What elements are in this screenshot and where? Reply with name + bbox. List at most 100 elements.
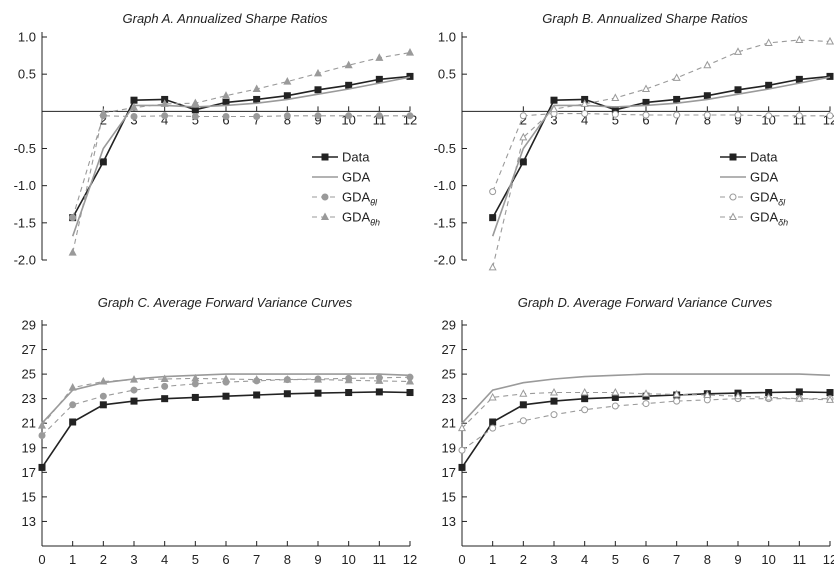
y-tick-label: 0.5 [438,67,456,82]
x-tick-label: 2 [100,112,107,127]
data-point [703,60,712,69]
series-line-gda [71,76,411,237]
x-tick-label: 9 [734,552,741,567]
data-point [458,463,466,471]
legend-label: GDA [750,170,779,185]
data-point [703,92,711,100]
y-tick-label: 25 [442,367,456,382]
data-point [99,108,108,116]
x-tick-label: 10 [341,552,355,567]
y-tick-label: -1.0 [434,178,456,193]
data-point [160,99,169,107]
data-point [672,73,681,81]
data-point [826,112,834,120]
data-point [130,386,138,394]
data-point [641,389,651,397]
data-point [99,401,107,409]
legend-label: GDAδl [750,190,786,208]
series-line-gda-θh [72,52,411,253]
data-point [314,112,322,120]
series-line-data [41,391,411,468]
legend-marker [320,212,330,220]
data-point [642,111,650,119]
y-tick-label: 27 [22,342,36,357]
data-point [191,113,199,121]
data-point [457,423,467,432]
data-point [550,411,558,419]
y-tick-label: 25 [22,367,36,382]
x-tick-label: 3 [550,552,557,567]
data-point [795,112,803,120]
data-point [642,400,650,408]
y-tick-label: -0.5 [14,141,36,156]
y-tick-label: 29 [442,318,456,333]
data-point [161,382,169,390]
x-tick-label: 4 [581,112,588,127]
y-tick-label: -1.5 [14,215,36,230]
data-point [641,84,651,93]
chart-panel-3: Graph C. Average Forward Variance Curves… [22,295,418,567]
data-point [826,72,834,80]
data-point [672,389,681,398]
x-tick-label: 3 [130,552,137,567]
data-point [69,418,77,426]
legend-label: Data [750,150,778,165]
data-point [795,388,803,396]
x-tick-label: 9 [314,552,321,567]
data-point [99,376,108,385]
x-tick-label: 6 [642,112,649,127]
y-tick-label: 15 [442,489,456,504]
data-point [519,132,528,141]
x-tick-label: 12 [403,552,417,567]
data-point [406,389,414,397]
data-point [458,446,466,454]
data-point [68,383,77,391]
data-point [611,93,620,101]
data-point [191,380,199,388]
y-tick-label: 21 [442,416,456,431]
data-point [519,112,527,120]
data-point [345,112,353,120]
x-tick-label: 12 [823,552,834,567]
data-point [375,53,384,61]
data-point [642,98,650,106]
x-tick-label: 7 [673,112,680,127]
y-tick-label: 23 [22,391,36,406]
y-tick-label: 23 [442,391,456,406]
data-point [550,96,558,104]
x-tick-label: 5 [612,112,619,127]
data-point [581,110,589,118]
x-tick-label: 1 [489,552,496,567]
data-point [375,75,383,83]
y-tick-label: 17 [22,465,36,480]
data-point [549,387,559,396]
y-tick-label: -0.5 [434,141,456,156]
data-point [283,390,291,398]
data-point [489,214,497,222]
data-point [252,84,261,93]
data-point [406,112,414,120]
data-point [765,81,773,89]
x-tick-label: 7 [253,552,260,567]
data-point [253,391,261,399]
data-point [314,86,322,94]
data-point [580,387,589,396]
data-point [703,111,711,119]
x-tick-label: 8 [704,112,711,127]
y-tick-label: 29 [22,318,36,333]
data-point [130,96,138,104]
data-point [519,401,527,409]
data-point [345,81,353,89]
data-point [406,72,414,80]
y-tick-label: -2.0 [14,253,36,268]
data-point [405,376,415,385]
x-tick-label: 8 [284,112,291,127]
legend-label: GDAθh [342,210,380,228]
series-line-gda-δl [492,113,830,192]
data-point [191,373,200,382]
chart-panel-2: Graph B. Annualized Sharpe Ratios 1.0 0.5 -… [434,11,834,271]
data-point [221,374,231,383]
data-point [580,99,589,107]
data-point [488,262,497,271]
y-tick-label: 15 [22,489,36,504]
